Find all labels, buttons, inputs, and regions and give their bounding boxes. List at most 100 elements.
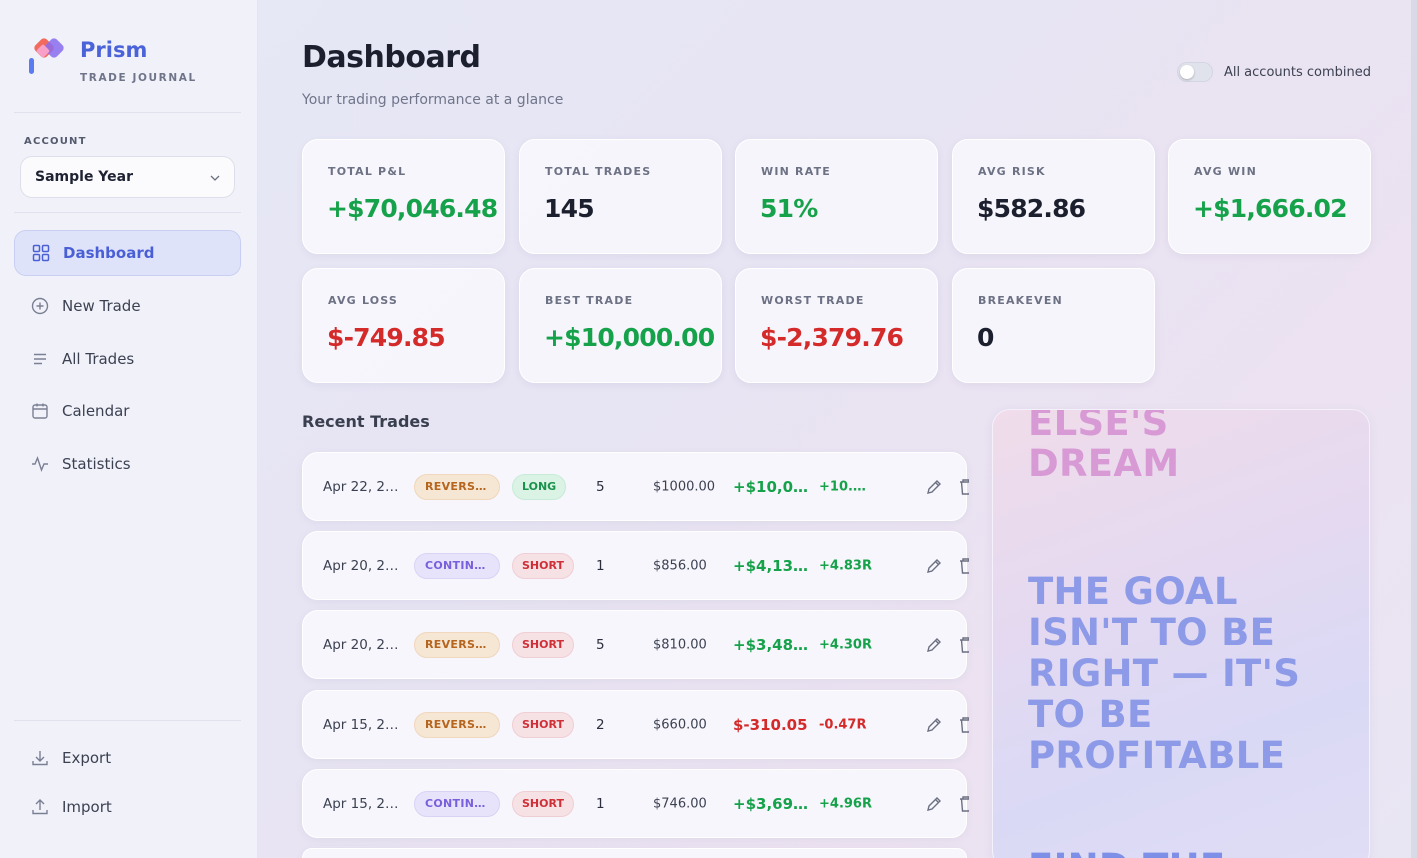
- trade-row[interactable]: Apr 15, 20... CONTINU... SHORT 1 $746.00…: [302, 769, 969, 838]
- trade-date: Apr 20, 20...: [323, 636, 405, 653]
- trade-quantity: 5: [596, 636, 605, 653]
- nav-item-all-trades[interactable]: All Trades: [14, 336, 241, 382]
- stat-label: TOTAL TRADES: [545, 165, 652, 178]
- stat-label: WORST TRADE: [761, 294, 865, 307]
- prism-logo-icon: [29, 38, 64, 74]
- trade-row[interactable]: Apr 15, 20... REVERSAL SHORT 2 $660.00 $…: [302, 690, 969, 759]
- stat-label: AVG WIN: [1194, 165, 1257, 178]
- setup-badge: REVERSAL: [414, 631, 500, 658]
- stat-card-total-trades: TOTAL TRADES 145: [519, 139, 722, 254]
- delete-icon[interactable]: [959, 478, 969, 496]
- nav-item-calendar[interactable]: Calendar: [14, 388, 241, 434]
- trade-r-multiple: +4.30R: [819, 637, 872, 652]
- delete-icon[interactable]: [959, 716, 969, 734]
- trade-date: Apr 15, 20...: [323, 716, 405, 733]
- nav-label: All Trades: [62, 350, 135, 368]
- edit-icon[interactable]: [925, 636, 943, 654]
- stat-card-total-pnl: TOTAL P&L +$70,046.48: [302, 139, 505, 254]
- sidebar: Prism TRADE JOURNAL ACCOUNT Sample Year …: [0, 0, 258, 858]
- trade-r-multiple: +4.83R: [819, 558, 872, 573]
- nav-label: Export: [62, 749, 112, 767]
- trade-r-multiple: +4.96R: [819, 796, 872, 811]
- trade-row[interactable]: Apr 22, 20... REVERSAL LONG 5 $1000.00 +…: [302, 452, 969, 521]
- stat-value: $-749.85: [327, 323, 446, 352]
- trade-row[interactable]: Apr 20, 20... CONTINU... SHORT 1 $856.00…: [302, 531, 969, 600]
- quote-text-top: ELSE'S DREAM: [1028, 409, 1180, 485]
- trade-risk: $810.00: [653, 637, 707, 652]
- accounts-combined-toggle[interactable]: All accounts combined: [1176, 62, 1371, 82]
- stat-card-win-rate: WIN RATE 51%: [735, 139, 938, 254]
- account-select[interactable]: Sample Year: [20, 156, 235, 198]
- toggle-switch[interactable]: [1176, 62, 1213, 82]
- stat-label: BREAKEVEN: [978, 294, 1063, 307]
- stat-value: $582.86: [977, 194, 1086, 223]
- delete-icon[interactable]: [959, 557, 969, 575]
- stat-value: 145: [544, 194, 595, 223]
- plus-circle-icon: [30, 296, 50, 316]
- stat-label: WIN RATE: [761, 165, 832, 178]
- trade-row[interactable]: [302, 848, 967, 858]
- side-badge: LONG: [512, 473, 567, 500]
- toggle-label: All accounts combined: [1223, 64, 1371, 80]
- nav-item-dashboard[interactable]: Dashboard: [14, 230, 241, 276]
- stat-label: TOTAL P&L: [328, 165, 407, 178]
- side-badge: SHORT: [512, 552, 574, 579]
- list-icon: [30, 349, 50, 369]
- nav-item-new-trade[interactable]: New Trade: [14, 283, 241, 329]
- trade-date: Apr 15, 20...: [323, 795, 405, 812]
- nav-label: Statistics: [62, 455, 131, 473]
- stat-value: +$1,666.02: [1193, 194, 1348, 223]
- motivational-quote-panel: ELSE'S DREAM THE GOAL ISN'T TO BE RIGHT …: [992, 409, 1370, 858]
- trade-risk: $660.00: [653, 717, 707, 732]
- trade-risk: $856.00: [653, 558, 707, 573]
- stat-card-breakeven: BREAKEVEN 0: [952, 268, 1155, 383]
- nav-item-export[interactable]: Export: [14, 735, 241, 781]
- trade-pnl: +$3,480...: [733, 635, 809, 654]
- setup-badge: CONTINU...: [414, 790, 500, 817]
- edit-icon[interactable]: [925, 557, 943, 575]
- divider: [14, 720, 241, 721]
- page-title: Dashboard: [302, 40, 481, 75]
- grid-icon: [31, 243, 51, 263]
- stat-label: BEST TRADE: [545, 294, 634, 307]
- stat-value: +$70,046.48: [327, 194, 498, 223]
- trade-risk: $1000.00: [653, 479, 716, 494]
- recent-trades-title: Recent Trades: [302, 412, 430, 431]
- trade-pnl: +$10,00...: [733, 477, 809, 496]
- download-icon: [30, 748, 50, 768]
- trade-r-multiple: -0.47R: [819, 717, 867, 732]
- setup-badge: REVERSAL: [414, 473, 500, 500]
- delete-icon[interactable]: [959, 636, 969, 654]
- toggle-knob: [1179, 65, 1194, 79]
- stat-value: $-2,379.76: [760, 323, 904, 352]
- page-scrollbar[interactable]: [1411, 0, 1417, 858]
- trade-pnl: +$3,699...: [733, 794, 809, 813]
- edit-icon[interactable]: [925, 478, 943, 496]
- side-badge: SHORT: [512, 790, 574, 817]
- trade-row[interactable]: Apr 20, 20... REVERSAL SHORT 5 $810.00 +…: [302, 610, 969, 679]
- stat-card-avg-risk: AVG RISK $582.86: [952, 139, 1155, 254]
- stat-value: +$10,000.00: [544, 323, 715, 352]
- brand-name: Prism: [80, 38, 148, 62]
- account-label: ACCOUNT: [24, 136, 87, 147]
- stat-label: AVG RISK: [978, 165, 1046, 178]
- nav-label: Import: [62, 798, 112, 816]
- chevron-down-icon: [210, 171, 220, 184]
- nav-item-statistics[interactable]: Statistics: [14, 441, 241, 487]
- divider: [14, 112, 241, 113]
- quote-text-main: THE GOAL ISN'T TO BE RIGHT — IT'S TO BE …: [1028, 570, 1301, 777]
- trade-quantity: 1: [596, 795, 605, 812]
- delete-icon[interactable]: [959, 795, 969, 813]
- trade-quantity: 5: [596, 478, 605, 495]
- quote-text-bottom: FIND THE: [1028, 847, 1225, 858]
- account-selected-value: Sample Year: [35, 169, 134, 185]
- trade-date: Apr 20, 20...: [323, 557, 405, 574]
- divider: [14, 212, 241, 213]
- trade-quantity: 2: [596, 716, 605, 733]
- edit-icon[interactable]: [925, 795, 943, 813]
- edit-icon[interactable]: [925, 716, 943, 734]
- trade-pnl: $-310.05: [733, 715, 808, 734]
- stat-card-best-trade: BEST TRADE +$10,000.00: [519, 268, 722, 383]
- side-badge: SHORT: [512, 711, 574, 738]
- nav-item-import[interactable]: Import: [14, 784, 241, 830]
